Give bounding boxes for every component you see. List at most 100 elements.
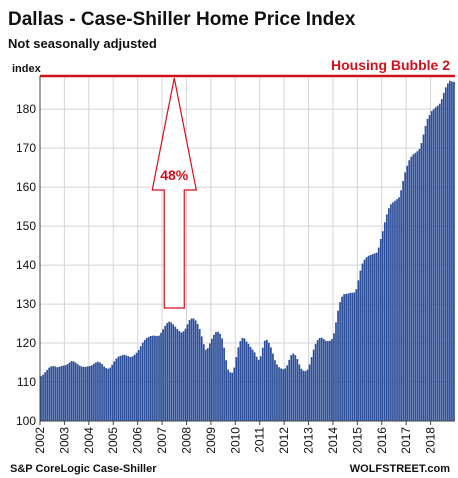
bar xyxy=(123,354,126,421)
bar xyxy=(80,366,83,421)
bar xyxy=(410,156,413,422)
bar xyxy=(56,367,59,421)
x-tick-label: 2002 xyxy=(33,427,47,454)
bar xyxy=(377,247,380,421)
bar xyxy=(296,359,299,421)
bar xyxy=(78,365,81,421)
bar xyxy=(333,333,335,421)
bar xyxy=(284,368,287,421)
x-tick-label: 2011 xyxy=(253,427,267,453)
bar xyxy=(300,368,303,421)
bar xyxy=(442,92,445,421)
bar xyxy=(237,347,240,421)
bar xyxy=(302,370,305,421)
bar xyxy=(133,354,136,421)
bar xyxy=(46,369,48,421)
x-tick-label: 2008 xyxy=(179,427,193,454)
bar xyxy=(54,366,57,421)
bar xyxy=(162,329,164,421)
bar xyxy=(290,355,293,421)
bar xyxy=(192,318,195,421)
bar xyxy=(404,172,407,421)
bar xyxy=(139,346,142,421)
bar xyxy=(93,363,95,421)
bar xyxy=(261,347,264,421)
bar xyxy=(208,343,211,421)
bar xyxy=(444,87,447,421)
bar xyxy=(154,335,156,421)
bar xyxy=(233,367,236,421)
bar xyxy=(294,355,297,421)
chart-subtitle: Not seasonally adjusted xyxy=(8,36,157,51)
bar xyxy=(369,254,372,421)
bar xyxy=(453,81,455,421)
x-tick-label: 2013 xyxy=(302,427,316,454)
bar xyxy=(186,324,189,421)
bar xyxy=(412,154,415,422)
bar xyxy=(375,252,378,421)
bar xyxy=(265,339,268,421)
bars xyxy=(40,80,455,422)
bar xyxy=(286,365,289,421)
bar xyxy=(150,336,152,421)
x-tick-label: 2007 xyxy=(155,427,169,454)
bar xyxy=(40,376,42,421)
bar xyxy=(426,118,429,421)
bar xyxy=(121,355,124,421)
bar xyxy=(345,293,348,421)
bar xyxy=(52,366,55,421)
bar xyxy=(44,372,46,421)
bar xyxy=(304,371,307,421)
growth-arrow-label: 48% xyxy=(160,167,189,183)
bar xyxy=(219,333,221,421)
bar xyxy=(202,344,205,421)
bar xyxy=(180,332,183,421)
bar xyxy=(400,190,402,421)
bar xyxy=(227,369,230,421)
y-axis-label: index xyxy=(12,63,42,75)
bar xyxy=(64,365,67,421)
bar xyxy=(152,335,154,421)
bar xyxy=(320,337,323,421)
bar xyxy=(188,320,191,421)
bar xyxy=(131,356,134,421)
bar xyxy=(111,364,114,421)
bar xyxy=(97,361,99,421)
y-tick-label: 110 xyxy=(17,375,36,389)
bar xyxy=(385,214,388,421)
bar xyxy=(312,349,315,421)
bar xyxy=(225,360,228,421)
bar xyxy=(68,362,71,421)
bar xyxy=(196,323,199,421)
reference-line-label: Housing Bubble 2 xyxy=(331,57,450,73)
bar xyxy=(95,362,97,421)
bar xyxy=(194,320,197,421)
bar xyxy=(310,357,313,421)
bar xyxy=(182,331,185,421)
bar xyxy=(353,292,356,421)
bar xyxy=(361,263,364,421)
bar xyxy=(247,343,250,421)
bar xyxy=(213,334,215,421)
bar xyxy=(326,341,329,421)
bar xyxy=(109,367,112,421)
bar xyxy=(143,339,146,421)
bar xyxy=(367,255,370,421)
bar xyxy=(416,151,419,421)
bar xyxy=(276,364,278,421)
x-tick-label: 2014 xyxy=(326,427,340,454)
bar xyxy=(381,231,384,421)
bar xyxy=(58,366,61,421)
bar xyxy=(135,352,138,421)
bar xyxy=(101,364,103,421)
bar xyxy=(245,341,248,421)
bar xyxy=(50,366,53,421)
bar xyxy=(322,339,325,421)
bar xyxy=(229,372,232,421)
bar xyxy=(99,362,101,421)
bar xyxy=(176,329,179,421)
bar xyxy=(343,294,345,421)
bar xyxy=(402,180,404,421)
bar xyxy=(82,366,85,421)
